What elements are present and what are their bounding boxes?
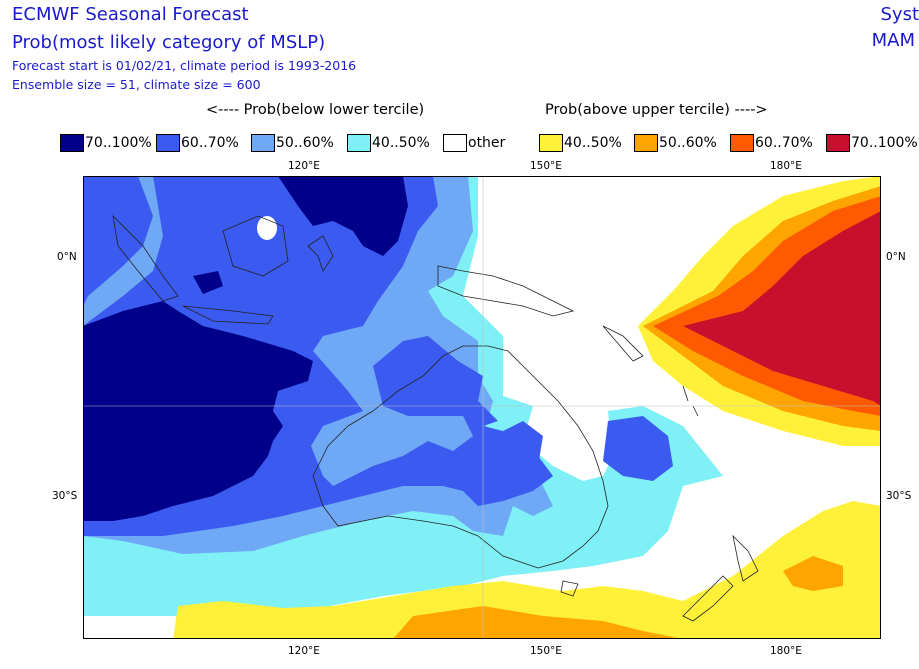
graticule [83, 176, 881, 639]
legend-label: 50..60% [659, 135, 717, 151]
legend-swatch [730, 134, 754, 152]
region-above-70-100-east [683, 211, 881, 406]
region-above-50-60-south [393, 606, 683, 639]
region-below-70-100-west [193, 271, 223, 294]
region-below-60-70-coral [483, 421, 543, 466]
legend-swatch [347, 134, 371, 152]
legend-label: 60..70% [181, 135, 239, 151]
lat-tick-right: 0°N [886, 251, 906, 263]
map-frame [83, 176, 881, 639]
legend-below-heading: <---- Prob(below lower tercile) [206, 102, 425, 118]
legend-swatch [443, 134, 467, 152]
ensemble-info: Ensemble size = 51, climate size = 600 [12, 77, 261, 92]
lat-tick-left: 30°S [52, 490, 78, 502]
lon-tick-top: 180°E [770, 160, 802, 172]
sumatra-coast [112, 214, 179, 302]
tasmania-coast [560, 580, 579, 597]
lon-tick-bottom: 150°E [530, 645, 562, 657]
coastlines [112, 214, 759, 622]
chart-title: ECMWF Seasonal Forecast [12, 4, 249, 25]
lat-tick-right: 30°S [886, 490, 912, 502]
forecast-map [83, 176, 881, 639]
new-zealand-south [682, 575, 734, 622]
pacific-islands [602, 325, 699, 417]
season-label: MAM [871, 30, 915, 51]
region-below-70-100 [83, 301, 313, 521]
forecast-info: Forecast start is 01/02/21, climate peri… [12, 58, 357, 73]
region-below-60-70-east [603, 416, 673, 481]
java-coast [182, 305, 274, 325]
legend-swatch [60, 134, 84, 152]
region-above-50-60-south-east [783, 556, 843, 591]
lon-tick-bottom: 120°E [288, 645, 320, 657]
system-label: Syst [880, 4, 919, 25]
lon-tick-top: 150°E [530, 160, 562, 172]
lon-tick-bottom: 180°E [770, 645, 802, 657]
legend-label: 70..100% [85, 135, 152, 151]
legend-label: 50..60% [276, 135, 334, 151]
new-zealand-north [732, 534, 759, 582]
legend-label: other [468, 135, 506, 151]
legend-swatch [634, 134, 658, 152]
region-below-70-100-north [278, 176, 408, 256]
legend-label: 40..50% [564, 135, 622, 151]
legend-label: 40..50% [372, 135, 430, 151]
new-guinea-coast [437, 265, 575, 317]
borneo-coast [222, 215, 289, 277]
legend-label: 70..100% [851, 135, 918, 151]
legend-swatch [251, 134, 275, 152]
australia-coast [312, 345, 609, 569]
lon-tick-top: 120°E [288, 160, 320, 172]
region-above-40-50-south [173, 501, 881, 639]
legend-swatch [826, 134, 850, 152]
legend-label: 60..70% [755, 135, 813, 151]
chart-subtitle: Prob(most likely category of MSLP) [12, 32, 326, 53]
legend-swatch [539, 134, 563, 152]
lat-tick-left: 0°N [57, 251, 77, 263]
legend-swatch [156, 134, 180, 152]
legend-above-heading: Prob(above upper tercile) ----> [545, 102, 768, 118]
sulawesi-coast [307, 235, 334, 272]
